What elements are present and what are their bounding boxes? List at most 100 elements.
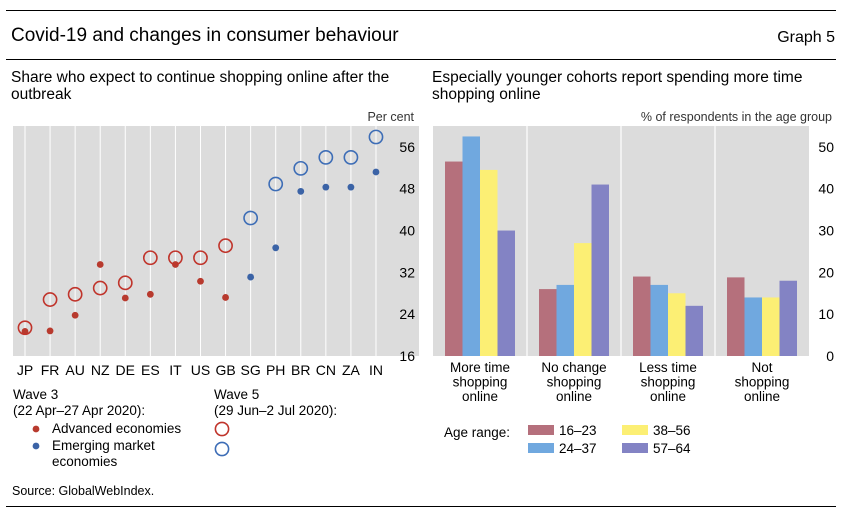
bar-x-category-label: shopping	[641, 375, 696, 390]
bar	[727, 277, 745, 356]
scatter-x-tick-label: ZA	[342, 362, 361, 378]
bar	[445, 161, 463, 356]
legend-wave5-title: Wave 5	[214, 387, 260, 402]
legend-age-title: Age range:	[444, 425, 511, 440]
scatter-point-wave5	[67, 286, 83, 302]
scatter-point-wave5	[42, 292, 58, 307]
legend-emerging-label: Emerging market economies	[52, 438, 155, 469]
bar-x-category-label: No change	[541, 360, 606, 375]
bar-x-category-label: online	[650, 389, 686, 404]
legend-advanced-label: Advanced economies	[52, 421, 182, 436]
bar-x-category-label: Less time	[639, 360, 697, 375]
scatter-plot-area	[13, 126, 419, 356]
legend-series-label: 57–64	[653, 441, 691, 456]
bar-x-category-label: Not	[751, 360, 772, 375]
scatter-point-wave3	[96, 261, 104, 268]
scatter-point-wave5	[268, 176, 284, 192]
scatter-point-wave5	[142, 250, 158, 266]
scatter-point-wave5	[117, 275, 133, 291]
scatter-y-tick-label: 40	[399, 223, 415, 239]
bar	[539, 289, 557, 356]
bar-x-category-label: online	[744, 389, 780, 404]
scatter-point-wave5	[17, 320, 33, 336]
bar-y-tick-label: 40	[818, 181, 834, 197]
legend-wave3-dates: (22 Apr–27 Apr 2020):	[13, 403, 146, 418]
bar-x-category-label: shopping	[735, 375, 790, 390]
scatter-y-tick-label: 56	[399, 139, 415, 155]
scatter-x-tick-label: PH	[266, 362, 285, 378]
scatter-y-tick-label: 32	[399, 264, 415, 280]
scatter-point-wave3	[322, 183, 330, 191]
bar-y-tick-label: 10	[818, 306, 834, 322]
scatter-point-wave3	[247, 273, 255, 281]
bar	[744, 297, 762, 356]
legend-series-label: 38–56	[653, 423, 691, 438]
legend-swatch	[622, 443, 648, 453]
legend-wave3-advanced-marker	[32, 425, 40, 433]
scatter-x-tick-label: ES	[141, 362, 160, 378]
scatter-y-tick-label: 16	[399, 348, 415, 364]
bar-y-tick-label: 30	[818, 223, 834, 239]
scatter-x-tick-label: SG	[241, 362, 261, 378]
scatter-x-tick-label: NZ	[91, 362, 110, 378]
bar	[556, 284, 574, 356]
scatter-x-tick-label: IT	[169, 362, 182, 378]
graph-title: Covid-19 and changes in consumer behavio…	[11, 25, 399, 46]
scatter-point-wave3	[197, 277, 204, 285]
bar-y-tick-label: 0	[826, 348, 834, 364]
graph-number: Graph 5	[777, 29, 835, 46]
legend-wave5-advanced-marker	[214, 421, 230, 437]
legend-swatch	[528, 443, 554, 453]
scatter-point-wave5	[168, 250, 183, 266]
source-note: Source: GlobalWebIndex.	[12, 484, 155, 498]
legend-series-label: 16–23	[559, 423, 597, 438]
bar	[574, 243, 592, 356]
bar-x-category-label: More time	[450, 360, 510, 375]
legend-wave3-emerging-marker	[32, 442, 40, 450]
scatter-point-wave3	[222, 294, 229, 301]
scatter-y-tick-label: 24	[399, 306, 415, 322]
bar-x-category-label: online	[556, 389, 592, 404]
scatter-point-wave5	[343, 149, 359, 165]
legend-swatch	[622, 425, 648, 435]
legend-series-label: 24–37	[559, 441, 597, 456]
scatter-point-wave5	[193, 250, 208, 266]
scatter-y-tick-label: 48	[399, 181, 415, 197]
bar	[762, 297, 780, 356]
scatter-point-wave3	[71, 311, 79, 319]
scatter-x-tick-label: CN	[316, 362, 336, 378]
scatter-x-tick-label: IN	[369, 362, 383, 378]
bar	[685, 305, 703, 356]
scatter-point-wave3	[21, 328, 29, 335]
scatter-point-wave3	[297, 187, 305, 195]
scatter-point-wave5	[92, 280, 108, 296]
scatter-point-wave3	[146, 290, 154, 298]
scatter-x-tick-label: FR	[41, 362, 60, 378]
scatter-point-wave3	[121, 294, 129, 302]
bar-y-tick-label: 50	[818, 139, 834, 155]
right-chart-unit: % of respondents in the age group	[640, 110, 832, 124]
legend-swatch	[528, 425, 554, 435]
scatter-point-wave3	[372, 168, 380, 176]
scatter-x-tick-label: JP	[17, 362, 33, 378]
scatter-x-tick-label: US	[191, 362, 210, 378]
scatter-point-wave5	[218, 238, 233, 254]
scatter-x-tick-label: DE	[116, 362, 135, 378]
legend-wave3-title: Wave 3	[13, 387, 59, 402]
bar-x-category-label: shopping	[453, 375, 508, 390]
bar	[650, 284, 668, 356]
scatter-x-tick-label: GB	[215, 362, 235, 378]
bar	[462, 136, 480, 356]
legend-wave5-emerging-marker	[214, 441, 230, 457]
left-chart-unit: Per cent	[367, 110, 414, 124]
scatter-x-tick-label: AU	[65, 362, 84, 378]
bar	[497, 230, 515, 356]
scatter-point-wave5	[368, 129, 384, 145]
bar	[633, 276, 651, 356]
bar-x-category-label: shopping	[547, 375, 602, 390]
title-rule	[6, 59, 836, 60]
bar	[779, 280, 797, 356]
bar	[591, 184, 609, 356]
right-chart-title: Especially younger cohorts report spendi…	[432, 69, 803, 103]
top-rule	[6, 10, 836, 11]
